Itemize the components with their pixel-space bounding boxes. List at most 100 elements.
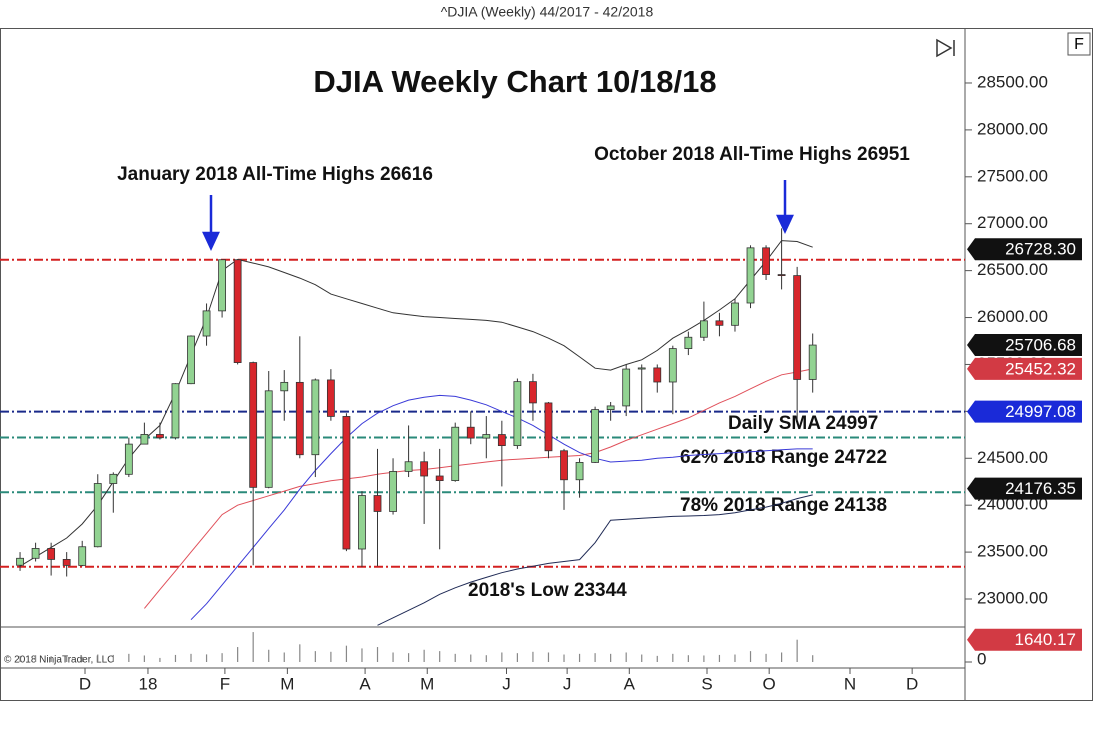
- candle-body: [529, 381, 537, 404]
- candle-body: [78, 546, 87, 566]
- candle-body: [668, 348, 677, 383]
- volume-bar: [361, 648, 363, 662]
- volume-bar: [656, 655, 658, 662]
- candle-body: [295, 381, 304, 456]
- candle-body: [746, 247, 755, 304]
- volume-bar: [532, 651, 534, 662]
- volume-bar: [703, 655, 705, 662]
- candle-body: [233, 259, 242, 363]
- volume-bar: [237, 647, 239, 662]
- volume-bar: [547, 652, 550, 662]
- candle-body: [373, 495, 382, 512]
- indicator-line: [144, 368, 813, 609]
- y-tick-label: 26000.00: [977, 307, 1048, 326]
- candle-body: [606, 405, 615, 410]
- volume-bar: [19, 655, 21, 662]
- toolbar-box[interactable]: [1067, 32, 1091, 56]
- candle-body: [575, 462, 584, 481]
- price-tag-label: 25706.68: [1005, 336, 1076, 355]
- volume-bar: [687, 655, 689, 662]
- x-tick-label: N: [844, 674, 856, 693]
- price-tag: [967, 628, 1082, 651]
- volume-bar: [439, 651, 441, 662]
- volume-bar: [610, 653, 612, 662]
- candle-body: [435, 475, 444, 482]
- chart-title: DJIA Weekly Chart 10/18/18: [313, 64, 716, 99]
- arrows: [202, 180, 794, 251]
- x-tick-label: A: [624, 674, 636, 693]
- volume-bar: [81, 656, 83, 662]
- x-tick-label: S: [701, 674, 712, 693]
- volume-bar: [205, 654, 208, 662]
- price-tag: [967, 357, 1082, 380]
- volume-bar: [66, 656, 68, 662]
- volume-bar: [392, 652, 394, 662]
- price-tag-label: 1640.17: [1015, 630, 1076, 649]
- candle-body: [109, 473, 118, 484]
- volume-bar: [641, 654, 643, 662]
- y-tick-label: 23000.00: [977, 588, 1048, 607]
- header: ^DJIA (Weekly) 44/2017 - 42/2018: [441, 4, 654, 20]
- candle-body: [560, 450, 568, 481]
- x-tick-label: D: [79, 674, 91, 693]
- volume-bar: [128, 653, 130, 662]
- candle-body: [699, 320, 708, 338]
- volume-bar: [578, 653, 581, 662]
- candle-body: [544, 402, 553, 452]
- volume-bar: [376, 647, 379, 662]
- price-tag: [967, 400, 1082, 423]
- y-tick-label: 23500.00: [977, 542, 1048, 561]
- x-tick-label: J: [563, 674, 572, 693]
- candle-body: [653, 367, 662, 383]
- toolbar-button[interactable]: F: [1074, 36, 1084, 53]
- y-tick-label: 26500.00: [977, 260, 1048, 279]
- candle-body: [311, 379, 320, 456]
- candle-body: [171, 383, 180, 439]
- candle-body: [715, 320, 724, 326]
- volume-bar: [143, 655, 145, 662]
- volume-bar: [672, 653, 674, 662]
- volume-bar: [252, 632, 254, 662]
- candle-body: [16, 557, 24, 566]
- x-tick-label: M: [420, 674, 434, 693]
- candle-body: [482, 434, 491, 439]
- candle-body: [762, 247, 770, 275]
- y-tick-label: 27500.00: [977, 166, 1048, 185]
- x-tick-label: J: [502, 674, 511, 693]
- x-tick-label: M: [280, 674, 294, 693]
- candle-body: [156, 434, 164, 439]
- copyright: © 2018 NinjaTrader, LLC: [4, 655, 114, 666]
- candle-body: [31, 548, 40, 559]
- volume-bar: [718, 654, 721, 662]
- candle-body: [777, 274, 786, 277]
- candle-body: [637, 367, 646, 370]
- candle-body: [342, 416, 351, 550]
- play-icon[interactable]: [936, 38, 955, 58]
- annotation: October 2018 All-Time Highs 26951: [594, 144, 910, 165]
- price-tag-label: 26728.30: [1005, 240, 1076, 259]
- volume-bar: [283, 652, 285, 662]
- indicator-line: [190, 394, 813, 621]
- volume-tick-label: 0: [977, 649, 986, 668]
- candle-body: [62, 559, 71, 566]
- candle-body: [47, 548, 56, 560]
- candle-body: [497, 434, 506, 447]
- annotation: January 2018 All-Time Highs 26616: [117, 164, 433, 185]
- candle-body: [591, 409, 600, 463]
- level-label: 78% 2018 Range 24138: [680, 495, 887, 516]
- volume-bar: [516, 653, 518, 662]
- volume-bar: [330, 651, 332, 662]
- volume-bar: [299, 644, 301, 662]
- volume-bar: [563, 654, 565, 662]
- candle-body: [326, 379, 335, 417]
- x-tick-label: O: [763, 674, 776, 693]
- candle-body: [404, 461, 413, 472]
- volume-bar: [314, 651, 316, 662]
- price-tag-label: 24997.08: [1005, 402, 1076, 421]
- volume-bar: [423, 649, 425, 662]
- candle-body: [684, 336, 693, 349]
- level-label: 2018's Low 23344: [468, 580, 627, 601]
- candle-body: [187, 335, 195, 385]
- candle-body: [808, 344, 817, 380]
